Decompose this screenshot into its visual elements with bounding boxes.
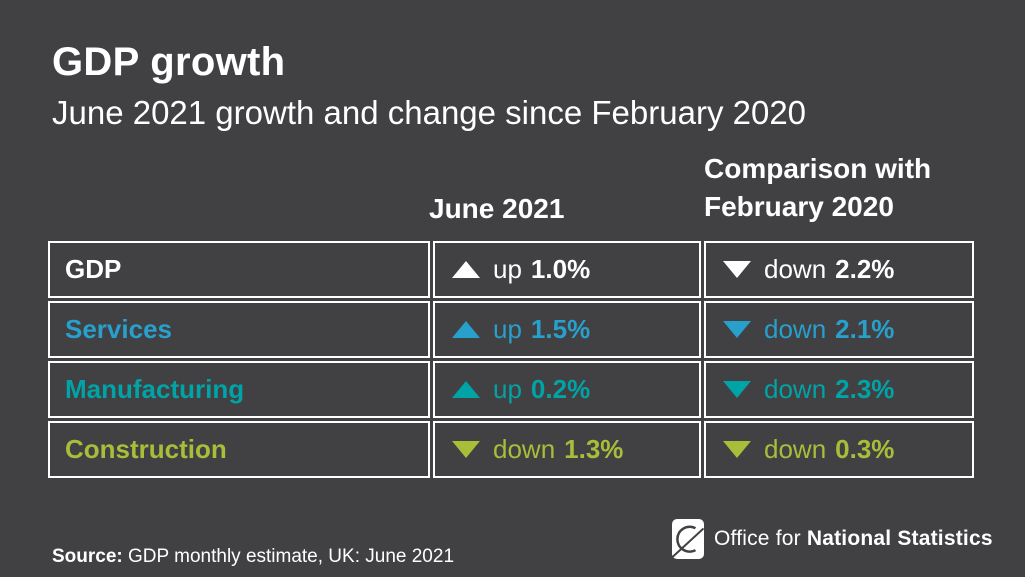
down-arrow-icon (723, 441, 751, 458)
ons-logo-text: Office for National Statistics (714, 527, 993, 551)
feb-2020-comparison-cell: down 2.2% (704, 241, 974, 298)
feb-2020-comparison-cell: down 2.3% (704, 361, 974, 418)
sector-label-cell: Services (48, 301, 430, 358)
june-2021-cell: up 0.2% (433, 361, 701, 418)
june-2021-cell: down 1.3% (433, 421, 701, 478)
sector-label-cell: GDP (48, 241, 430, 298)
down-arrow-icon (723, 261, 751, 278)
down-arrow-icon (723, 381, 751, 398)
direction-word: down (764, 314, 827, 344)
source-text: GDP monthly estimate, UK: June 2021 (128, 546, 455, 567)
change-value: 0.3% (835, 434, 895, 464)
column-header-comparison-line1: Comparison with (704, 153, 932, 184)
column-header-comparison: Comparison with February 2020 (704, 150, 931, 226)
june-2021-cell: up 1.0% (433, 241, 701, 298)
up-arrow-icon (452, 321, 480, 338)
change-value: 1.0% (530, 254, 591, 284)
ons-logo: Office for National Statistics (672, 519, 993, 559)
feb-2020-comparison-cell: down 0.3% (704, 421, 974, 478)
change-value: 1.3% (564, 434, 624, 464)
direction-word: down (764, 434, 827, 464)
sector-label-cell: Manufacturing (48, 361, 430, 418)
change-value: 1.5% (530, 314, 591, 344)
sector-label: Manufacturing (65, 374, 245, 404)
direction-word: up (493, 314, 522, 344)
ons-logo-bold: National Statistics (806, 527, 993, 550)
ons-logo-icon (672, 519, 704, 559)
sector-label-cell: Construction (48, 421, 430, 478)
direction-word: up (493, 254, 522, 284)
ons-logo-prefix: Office for (714, 527, 807, 550)
source-note: Source: GDP monthly estimate, UK: June 2… (52, 546, 454, 568)
down-arrow-icon (723, 321, 751, 338)
page-subtitle: June 2021 growth and change since Februa… (52, 94, 807, 131)
up-arrow-icon (452, 381, 480, 398)
change-value: 2.1% (835, 314, 895, 344)
up-arrow-icon (452, 261, 480, 278)
direction-word: down (493, 434, 556, 464)
direction-word: down (764, 374, 827, 404)
change-value: 2.2% (835, 254, 895, 284)
sector-label: Construction (65, 434, 227, 464)
change-value: 2.3% (835, 374, 895, 404)
column-header-comparison-line2: February 2020 (704, 191, 894, 222)
direction-word: down (764, 254, 827, 284)
column-header-june-2021: June 2021 (429, 193, 565, 224)
sector-label: Services (65, 314, 172, 344)
change-value: 0.2% (530, 374, 591, 404)
page-title: GDP growth (52, 40, 286, 84)
feb-2020-comparison-cell: down 2.1% (704, 301, 974, 358)
down-arrow-icon (452, 441, 480, 458)
sector-label: GDP (65, 254, 122, 284)
source-label: Source: (52, 546, 123, 567)
header: GDP growth June 2021 growth and change s… (52, 40, 806, 133)
gdp-growth-table: GDP up 1.0% down 2.2% Services up 1.5% d… (48, 241, 974, 478)
june-2021-cell: up 1.5% (433, 301, 701, 358)
direction-word: up (493, 374, 522, 404)
